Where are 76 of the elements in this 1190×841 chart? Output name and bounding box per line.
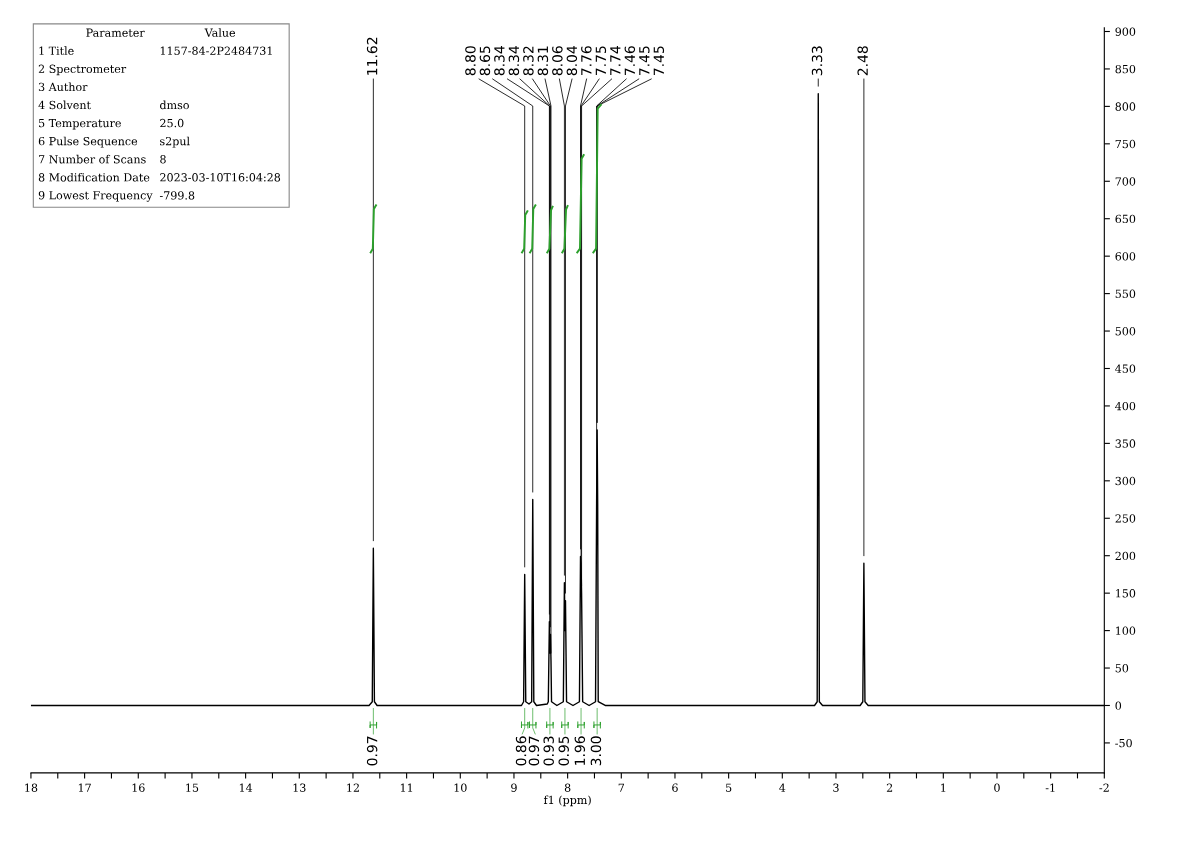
x-tick-label: -2 — [1099, 783, 1109, 792]
x-tick-label: 4 — [779, 783, 786, 792]
y-tick-label: 50 — [1115, 664, 1129, 673]
x-tick-label: 17 — [78, 783, 91, 792]
x-tick-label: 16 — [132, 783, 145, 792]
annotation: 9 Lowest Frequency -799.8 — [38, 191, 195, 202]
y-tick-label: 650 — [1115, 214, 1136, 224]
annotation: 3.00 — [590, 736, 602, 766]
y-tick-label: 200 — [1115, 551, 1136, 561]
y-tick-label: 800 — [1115, 102, 1136, 111]
annotation: 0.97 — [528, 736, 540, 766]
annotation: 8.31 — [537, 46, 549, 76]
y-tick-label: 750 — [1115, 139, 1136, 149]
y-tick-label: 700 — [1115, 177, 1136, 186]
annotation: 8.34 — [508, 46, 520, 76]
annotation: 8.32 — [523, 46, 534, 76]
annotation: 7.45 — [653, 46, 665, 76]
text: Parameter Value — [86, 28, 236, 37]
x-tick-label: -1 — [1045, 783, 1055, 792]
annotation: 8.04 — [566, 46, 578, 76]
x-tick-label: 1 — [941, 783, 946, 792]
y-tick-label: 400 — [1115, 401, 1136, 411]
y-tick-label: 900 — [1115, 27, 1136, 36]
y-tick-label: 450 — [1115, 364, 1136, 373]
annotation: 8.06 — [552, 46, 563, 76]
x-tick-label: 6 — [672, 783, 678, 792]
annotation: 0.97 — [366, 736, 378, 766]
y-tick-label: 500 — [1115, 327, 1136, 336]
annotation: 11.62 — [366, 37, 378, 75]
text: 4 Solvent dmso — [38, 100, 189, 110]
y-tick-label: 0 — [1115, 701, 1122, 710]
annotation: 2.48 — [857, 46, 868, 76]
y-tick-label: 300 — [1115, 476, 1136, 486]
annotation: 7.74 — [610, 46, 621, 76]
annotation: 7.75 — [595, 46, 607, 76]
annotation: 7.76 — [581, 46, 592, 76]
x-tick-label: 9 — [511, 783, 517, 792]
x-tick-label: 11 — [400, 783, 413, 792]
annotation: 0.93 — [543, 736, 554, 766]
annotation: 8.80 — [465, 46, 476, 76]
y-tick-label: 150 — [1116, 589, 1136, 598]
text: 5 Temperature 25.0 — [39, 118, 184, 130]
text: 1 Title 1157-84-2P2484731 — [39, 46, 272, 55]
text: 7 Number of Scans 8 — [39, 154, 166, 164]
x-tick-label: 8 — [564, 783, 571, 792]
annotation: 8.34 — [494, 46, 505, 76]
x-tick-label: 3 — [833, 783, 839, 792]
annotation: 3 Author — [38, 82, 88, 92]
annotation: 8.65 — [479, 46, 491, 76]
y-tick-label: -50 — [1115, 738, 1132, 748]
y-tick-label: 550 — [1115, 289, 1136, 298]
annotation: 7.45 — [639, 46, 650, 76]
y-tick-label: 100 — [1116, 626, 1136, 635]
annotation: 1.96 — [574, 736, 586, 765]
x-tick-label: 14 — [239, 783, 253, 792]
x-tick-label: 5 — [726, 783, 732, 792]
x-tick-label: 15 — [186, 783, 199, 792]
annotation: 2 Spectrometer — [38, 64, 127, 76]
y-tick-label: 250 — [1115, 514, 1136, 523]
annotation: 0.86 — [515, 736, 527, 766]
x-tick-label: 10 — [454, 783, 467, 792]
x-axis-title: f1 (ppm) — [543, 795, 591, 807]
annotation: 3.33 — [811, 46, 823, 76]
y-tick-label: 850 — [1115, 64, 1136, 74]
y-tick-label: 350 — [1115, 439, 1136, 448]
text: 6 Pulse Sequence s2pul — [38, 136, 190, 148]
x-tick-label: 18 — [25, 783, 38, 792]
y-tick-label: 600 — [1115, 252, 1136, 261]
x-tick-label: 13 — [293, 783, 306, 792]
annotation: 7.46 — [624, 46, 636, 76]
x-tick-label: 7 — [618, 783, 625, 792]
annotation: 0.95 — [558, 736, 569, 766]
annotation: 8 Modification Date 2023-03-10T16:04:28 — [38, 172, 281, 182]
x-tick-label: 0 — [994, 783, 1000, 792]
x-tick-label: 12 — [347, 783, 359, 792]
x-tick-label: 2 — [886, 783, 893, 792]
